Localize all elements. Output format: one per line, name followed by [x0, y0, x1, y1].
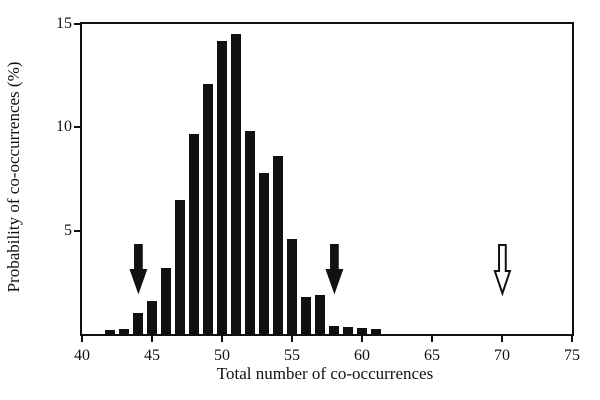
x-tick-label: 65	[424, 347, 440, 364]
x-tick-label: 45	[144, 347, 160, 364]
histogram-bar	[188, 133, 200, 334]
histogram-bar	[328, 325, 340, 334]
x-tick-label: 75	[564, 347, 580, 364]
histogram-bar	[146, 300, 158, 334]
y-tick-label: 10	[56, 118, 72, 136]
x-tick-mark	[501, 334, 503, 342]
y-tick-mark	[74, 126, 82, 129]
x-axis-title: Total number of co-occurrences	[216, 364, 434, 383]
histogram-bar	[342, 326, 354, 334]
histogram-bar	[174, 199, 186, 334]
y-tick-mark	[74, 23, 82, 25]
histogram-bar	[104, 329, 116, 334]
histogram-bar	[272, 156, 284, 334]
x-tick-label: 70	[494, 347, 510, 364]
filled-down-arrow-icon	[130, 245, 147, 293]
histogram-bar	[370, 328, 382, 334]
x-tick-label: 50	[214, 347, 230, 364]
histogram-bar	[132, 313, 144, 334]
x-tick-label: 40	[74, 347, 90, 364]
x-tick-mark	[431, 334, 433, 342]
histogram-bar	[230, 34, 242, 334]
x-tick-mark	[81, 334, 83, 342]
y-tick-label: 5	[64, 221, 72, 239]
histogram-bar	[286, 238, 298, 334]
open-down-arrow-icon	[494, 245, 511, 295]
y-tick-mark	[74, 229, 82, 232]
x-tick-label: 55	[284, 347, 300, 364]
plot-area: 40 45 50 55 60 65 70 75 5 10 15	[56, 15, 580, 364]
histogram-bar	[314, 294, 326, 334]
histogram-bar	[244, 131, 256, 334]
histogram-bar	[300, 296, 312, 334]
x-tick-label: 60	[354, 347, 370, 364]
y-tick-label: 15	[56, 15, 72, 32]
y-axis-title: Probability of co-occurrences (%)	[4, 61, 23, 293]
histogram-bar	[356, 327, 368, 334]
histogram-bar	[202, 83, 214, 334]
histogram-bar	[118, 328, 130, 334]
x-tick-mark	[221, 334, 223, 342]
filled-down-arrow-icon	[326, 245, 343, 293]
x-tick-mark	[571, 334, 573, 342]
x-tick-mark	[151, 334, 153, 342]
x-tick-mark	[291, 334, 293, 342]
histogram-bar	[160, 267, 172, 334]
x-tick-mark	[361, 334, 363, 342]
histogram-bar	[258, 172, 270, 334]
histogram-bar	[216, 40, 228, 334]
